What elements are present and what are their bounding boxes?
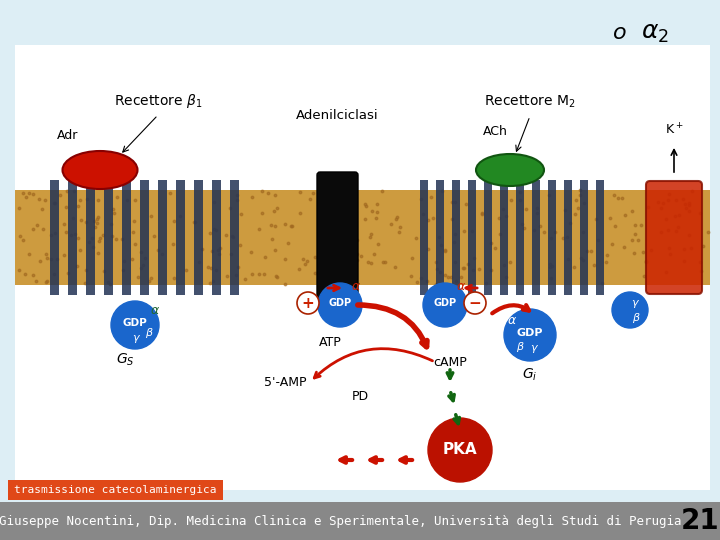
Bar [516, 180, 524, 295]
Text: cAMP: cAMP [433, 355, 467, 368]
Text: $\alpha$: $\alpha$ [150, 305, 160, 318]
Bar [104, 180, 113, 295]
Text: o: o [613, 23, 627, 43]
Bar [15, 190, 710, 285]
Text: $\beta$: $\beta$ [145, 326, 153, 340]
Circle shape [111, 301, 159, 349]
Ellipse shape [63, 151, 138, 189]
Text: ATP: ATP [319, 335, 341, 348]
Text: trasmissione catecolaminergica: trasmissione catecolaminergica [14, 485, 216, 495]
Bar [86, 180, 95, 295]
Bar [580, 180, 588, 295]
Text: GDP: GDP [517, 328, 544, 338]
Text: Giuseppe Nocentini, Dip. Medicina Clinica e Sperimentale, Università degli Studi: Giuseppe Nocentini, Dip. Medicina Clinic… [0, 515, 681, 528]
Circle shape [504, 309, 556, 361]
Text: Recettore M$_2$: Recettore M$_2$ [484, 93, 576, 110]
Text: Adenilciclasi: Adenilciclasi [296, 109, 378, 122]
Text: PKA: PKA [443, 442, 477, 457]
Bar [500, 180, 508, 295]
Text: PD: PD [351, 390, 369, 403]
Text: ACh: ACh [482, 125, 508, 138]
Text: $\gamma$: $\gamma$ [132, 333, 142, 345]
Bar [564, 180, 572, 295]
Bar [140, 180, 149, 295]
Text: +: + [302, 295, 315, 310]
Bar [548, 180, 556, 295]
Text: −: − [469, 295, 482, 310]
Bar [122, 180, 131, 295]
Text: 21: 21 [680, 507, 719, 535]
Text: G$_S$: G$_S$ [116, 352, 135, 368]
Text: $\gamma$: $\gamma$ [631, 298, 641, 310]
Circle shape [464, 292, 486, 314]
Text: 5'-AMP: 5'-AMP [264, 375, 306, 388]
Text: $\beta$: $\beta$ [516, 340, 524, 354]
Text: $\alpha$: $\alpha$ [456, 280, 466, 294]
Text: $\gamma$: $\gamma$ [531, 343, 539, 355]
Bar [420, 180, 428, 295]
Bar [176, 180, 185, 295]
Text: $\alpha$: $\alpha$ [351, 280, 361, 294]
Bar [532, 180, 540, 295]
Bar [15, 45, 710, 490]
Text: $\alpha$: $\alpha$ [507, 314, 517, 327]
Circle shape [297, 292, 319, 314]
Bar [158, 180, 167, 295]
Text: Adr: Adr [58, 129, 78, 142]
Bar [0, 502, 720, 540]
Bar [50, 180, 59, 295]
Text: K$^+$: K$^+$ [665, 123, 683, 138]
Circle shape [428, 418, 492, 482]
Text: GDP: GDP [328, 298, 351, 308]
Ellipse shape [476, 154, 544, 186]
Text: GDP: GDP [122, 318, 148, 328]
Circle shape [612, 292, 648, 328]
FancyBboxPatch shape [317, 172, 358, 303]
Bar [68, 180, 77, 295]
FancyBboxPatch shape [8, 480, 223, 500]
Text: $\beta$: $\beta$ [631, 311, 640, 325]
Text: G$_i$: G$_i$ [522, 367, 538, 383]
Bar [484, 180, 492, 295]
Text: $\alpha_2$: $\alpha_2$ [641, 21, 669, 45]
Bar [468, 180, 476, 295]
Bar [212, 180, 221, 295]
Bar [230, 180, 239, 295]
Circle shape [318, 283, 362, 327]
Bar [452, 180, 460, 295]
FancyBboxPatch shape [646, 181, 702, 294]
Bar [436, 180, 444, 295]
Text: Recettore $\beta_1$: Recettore $\beta_1$ [114, 92, 202, 110]
Bar [596, 180, 604, 295]
Bar [194, 180, 203, 295]
Circle shape [423, 283, 467, 327]
Text: GDP: GDP [433, 298, 456, 308]
